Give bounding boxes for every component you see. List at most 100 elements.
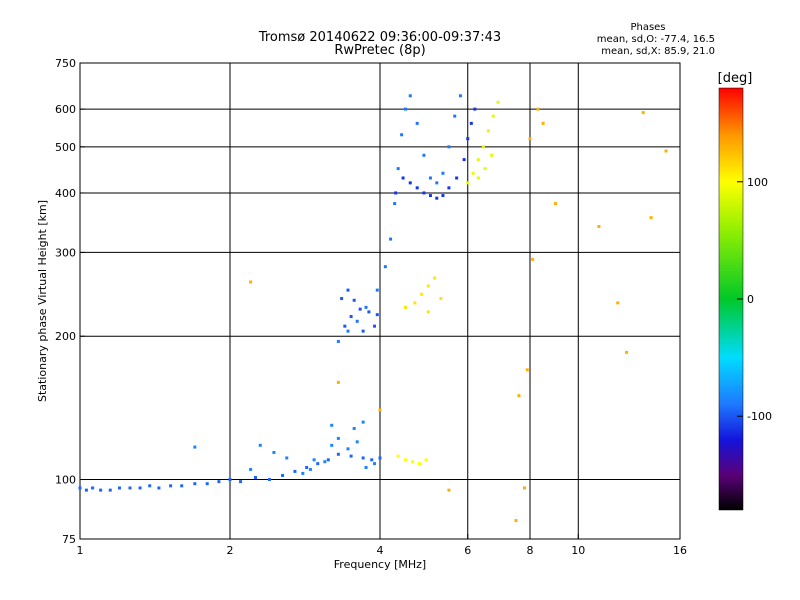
echo-point xyxy=(330,423,334,427)
echo-point xyxy=(352,298,356,302)
echo-point xyxy=(193,445,197,449)
echo-point xyxy=(249,467,253,471)
echo-point xyxy=(117,486,121,490)
echo-point xyxy=(361,420,365,424)
echo-point xyxy=(422,153,426,157)
echo-point xyxy=(597,225,601,229)
echo-point xyxy=(364,465,368,469)
colorbar-label: [deg] xyxy=(718,71,753,86)
echo-point xyxy=(403,107,407,111)
echo-point xyxy=(447,145,451,149)
echo-point xyxy=(91,486,95,490)
echo-point xyxy=(378,456,382,460)
echo-point xyxy=(393,202,397,206)
echo-point xyxy=(476,158,480,162)
phase-stats-o: mean, sd,O: -77.4, 16.5 xyxy=(597,34,715,45)
chart-subtitle: RwPretec (8p) xyxy=(334,43,425,58)
echo-point xyxy=(439,297,443,301)
echo-point xyxy=(364,305,368,309)
echo-point xyxy=(258,443,262,447)
y-axis-ticks: 75 100 200 300 400 500 600 750 xyxy=(55,57,85,546)
echo-point xyxy=(346,288,350,292)
colorbar-tick-label: 100 xyxy=(747,176,768,189)
echo-point xyxy=(441,171,445,175)
echo-point xyxy=(424,458,428,462)
x-tick-label: 8 xyxy=(527,544,534,557)
echo-point xyxy=(514,519,518,523)
echo-point xyxy=(312,458,316,462)
echo-point xyxy=(428,176,432,180)
y-tick-label: 300 xyxy=(55,246,76,259)
echo-point xyxy=(355,319,359,323)
echo-point xyxy=(253,475,257,479)
echo-point xyxy=(272,450,276,454)
phase-stats-heading: Phases xyxy=(630,22,665,33)
echo-point xyxy=(326,458,330,462)
y-tick-label: 75 xyxy=(62,533,76,546)
x-tick-label: 6 xyxy=(464,544,471,557)
echo-point xyxy=(293,469,297,473)
echo-point xyxy=(476,176,480,180)
echo-point xyxy=(517,394,521,398)
echo-point xyxy=(641,111,645,115)
echo-point xyxy=(217,480,221,484)
echo-point xyxy=(541,121,545,125)
echo-point xyxy=(525,368,529,372)
echo-point xyxy=(491,114,495,118)
echo-point xyxy=(323,460,327,464)
echo-point xyxy=(455,176,459,180)
echo-point xyxy=(447,186,451,190)
echo-point xyxy=(531,257,535,261)
echo-point xyxy=(308,467,312,471)
echo-point xyxy=(336,380,340,384)
y-tick-label: 750 xyxy=(55,57,76,70)
echo-point xyxy=(148,484,152,488)
echo-point xyxy=(471,171,475,175)
echo-point xyxy=(361,456,365,460)
echo-point xyxy=(346,329,350,333)
x-tick-label: 1 xyxy=(77,544,84,557)
echo-point xyxy=(490,153,494,157)
x-axis-label: Frequency [MHz] xyxy=(334,558,426,571)
echo-point xyxy=(400,133,404,137)
echo-point xyxy=(426,310,430,314)
echo-point xyxy=(496,100,500,104)
echo-point xyxy=(428,194,432,198)
echo-point xyxy=(458,94,462,98)
echo-point xyxy=(373,462,377,466)
echo-point xyxy=(193,482,197,486)
echo-point xyxy=(349,454,353,458)
echo-point xyxy=(396,454,400,458)
echo-point xyxy=(396,167,400,171)
echo-point xyxy=(417,462,421,466)
echo-point xyxy=(180,484,184,488)
echo-point xyxy=(453,114,457,118)
echo-point xyxy=(420,292,424,296)
echo-point xyxy=(389,237,393,241)
echo-point xyxy=(553,202,557,206)
echo-point xyxy=(316,462,320,466)
echo-point xyxy=(466,137,470,141)
echo-point xyxy=(249,280,253,284)
x-axis-ticks: 1 2 4 6 8 10 16 xyxy=(77,534,687,557)
echo-point xyxy=(469,121,473,125)
echo-point xyxy=(361,329,365,333)
x-tick-label: 2 xyxy=(227,544,234,557)
echo-point xyxy=(486,129,490,133)
echo-point xyxy=(352,426,356,430)
echo-point xyxy=(411,460,415,464)
echo-point xyxy=(466,181,470,185)
echo-point xyxy=(394,191,398,195)
y-tick-label: 200 xyxy=(55,330,76,343)
echo-point xyxy=(435,196,439,200)
echo-point xyxy=(330,443,334,447)
echo-point xyxy=(435,181,439,185)
echo-point xyxy=(370,458,374,462)
y-tick-label: 500 xyxy=(55,141,76,154)
x-tick-label: 4 xyxy=(377,544,384,557)
y-axis-label: Stationary phase Virtual Height [km] xyxy=(36,200,49,402)
echo-point xyxy=(378,408,382,412)
echo-point xyxy=(355,440,359,444)
echo-point xyxy=(228,478,232,482)
echo-point xyxy=(462,158,466,162)
